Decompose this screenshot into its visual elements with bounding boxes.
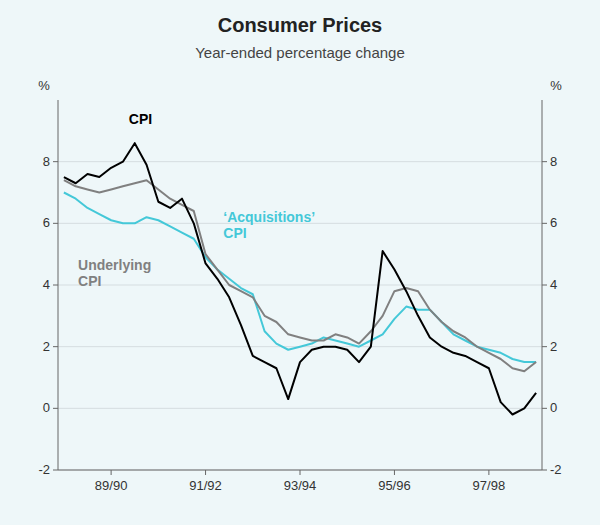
y2-tick [542,161,547,162]
title: Consumer Prices [218,14,383,36]
y-axis-label: % [38,78,50,93]
x-tick-label: 97/98 [473,478,506,493]
grid [58,162,542,470]
y-tick [53,470,58,471]
series-label-line: CPI [78,273,101,289]
y2-tick-label: -2 [550,462,562,477]
x-tick-label: 95/96 [378,478,411,493]
y-tick-label: 8 [43,154,50,169]
series-line [64,180,536,371]
x-tick [205,470,206,475]
y2-tick-label: 0 [550,400,557,415]
lines [64,143,536,414]
series-label: CPI [129,111,152,127]
y2-axis-line [542,100,543,470]
x-tick [111,470,112,475]
y2-tick [542,285,547,286]
y-tick [53,223,58,224]
y-tick [53,161,58,162]
y-tick-label: 0 [43,400,50,415]
y2-tick [542,470,547,471]
grid-line [58,285,542,286]
y2-tick-label: 2 [550,339,557,354]
x-tick [488,470,489,475]
grid-line [58,408,542,409]
series-label-line: ‘Acquisitions’ [223,209,315,225]
y-tick [53,346,58,347]
y2-tick [542,408,547,409]
y-tick [53,285,58,286]
y-tick-label: 2 [43,339,50,354]
series-label: UnderlyingCPI [78,257,151,289]
background [0,0,600,525]
series-label-line: CPI [223,225,246,241]
x-tick-label: 93/94 [284,478,317,493]
series-label-line: CPI [129,111,152,127]
y-axis-line [58,100,59,470]
y2-tick-label: 4 [550,277,557,292]
x-tick [394,470,395,475]
series-line [64,143,536,414]
series-labels: CPIUnderlyingCPI‘Acquisitions’CPI [78,111,315,290]
y2-tick-label: 8 [550,154,557,169]
y2-tick [542,223,547,224]
x-tick-label: 89/90 [95,478,128,493]
subtitle: Year-ended percentage change [195,44,405,61]
series-label: ‘Acquisitions’CPI [223,209,315,241]
y-tick-label: -2 [38,462,50,477]
x-tick [300,470,301,475]
grid-line [58,161,542,162]
y-tick-label: 4 [43,277,50,292]
y2-tick [542,346,547,347]
y2-axis-label: % [550,78,562,93]
y-tick [53,408,58,409]
x-tick-label: 91/92 [189,478,222,493]
series-label-line: Underlying [78,257,151,273]
y2-tick-label: 6 [550,215,557,230]
axes: -2 0 2 4 6 8 -2 0 2 4 6 8%% 89/90 91/92 93/94 95/96 97/9… [38,78,562,493]
chart: Consumer Prices Year-ended percentage cha… [0,0,600,525]
y-tick-label: 6 [43,215,50,230]
